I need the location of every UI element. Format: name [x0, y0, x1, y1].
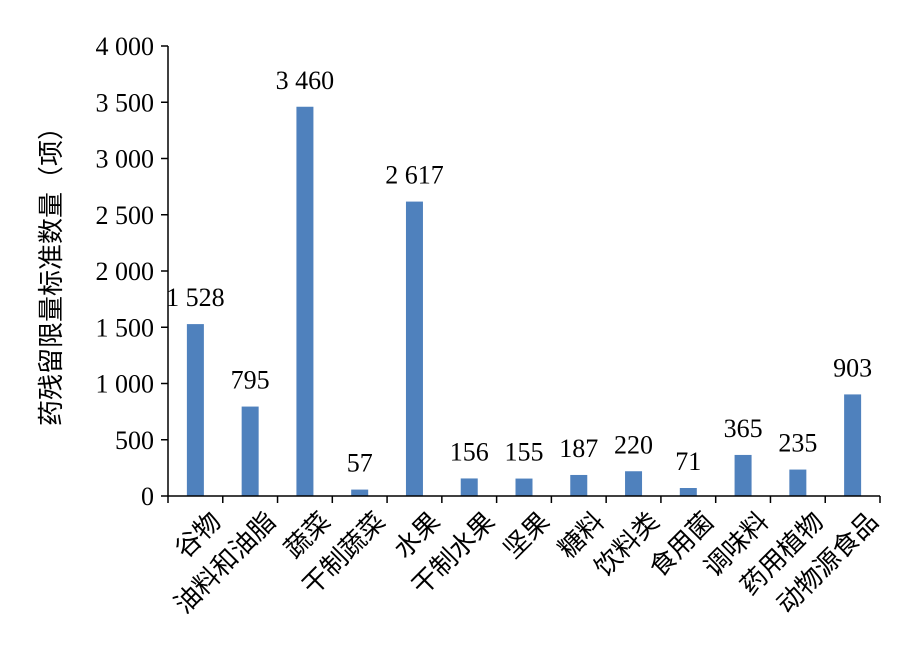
bars: [186, 106, 862, 496]
data-label: 2 617: [385, 161, 444, 190]
data-label: 155: [505, 438, 544, 467]
axes: [167, 46, 880, 497]
data-label: 71: [675, 447, 701, 476]
data-label: 156: [450, 437, 489, 466]
data-label: 3 460: [276, 66, 335, 95]
y-tick-label: 3 000: [96, 145, 155, 174]
category-label: 坚果: [498, 507, 555, 564]
data-label: 1 528: [166, 283, 225, 312]
bar: [844, 394, 862, 496]
bar: [405, 201, 423, 496]
y-axis-title-group: 药残留限量标准数量（项）: [37, 114, 66, 426]
bar: [186, 324, 204, 496]
y-tick-label: 1 000: [96, 370, 155, 399]
bar: [734, 454, 752, 496]
y-tick-label: 3 500: [96, 88, 155, 117]
category-label: 油料和油脂: [169, 507, 281, 619]
bar: [296, 106, 314, 496]
bar: [625, 471, 643, 496]
y-tick-label: 2 000: [96, 257, 155, 286]
bar: [679, 488, 697, 496]
bar: [570, 474, 588, 496]
y-tick-label: 0: [141, 482, 154, 511]
y-tick-label: 2 500: [96, 201, 155, 230]
data-label: 187: [559, 434, 598, 463]
bar: [789, 469, 807, 496]
data-label: 220: [614, 430, 653, 459]
bar: [351, 489, 369, 496]
category-labels: 谷物油料和油脂蔬菜干制蔬菜水果干制水果坚果糖料饮料类食用菌调味料药用植物动物源食…: [169, 507, 884, 619]
y-axis-title: 药残留限量标准数量（项）: [37, 114, 66, 426]
data-label: 235: [778, 429, 817, 458]
data-labels: 1 528 795 3 460 57 2 617 156 155 187 220 71 365 235…: [166, 66, 872, 478]
bar: [241, 406, 259, 496]
y-tick-label: 4 000: [96, 32, 155, 61]
y-tick-label: 500: [115, 426, 154, 455]
data-label: 57: [347, 449, 373, 478]
data-label: 795: [231, 366, 270, 395]
y-ticks: 0 500 1 000 1 500 2 000 2 500 3 000 3 500 4 000: [96, 32, 881, 511]
data-label: 365: [724, 414, 763, 443]
bar: [460, 478, 478, 496]
bar: [515, 478, 533, 496]
data-label: 903: [833, 353, 872, 382]
y-tick-label: 1 500: [96, 313, 155, 342]
